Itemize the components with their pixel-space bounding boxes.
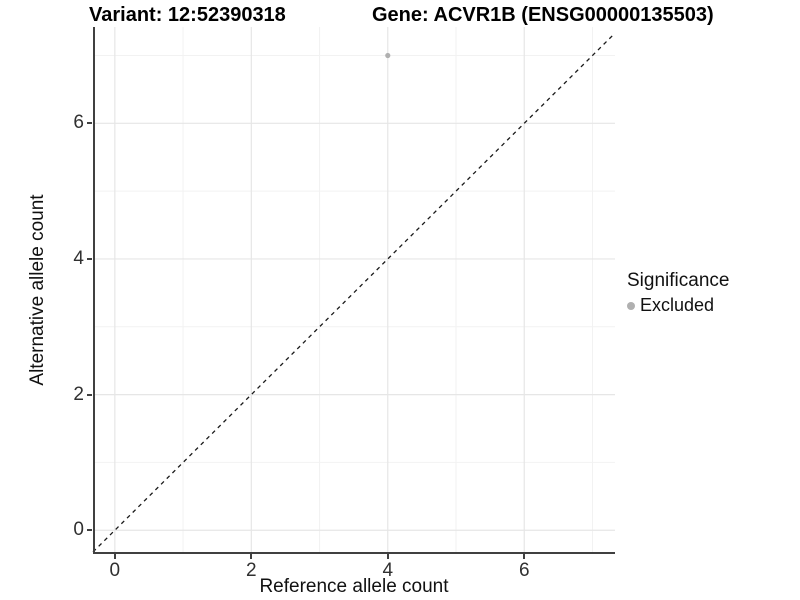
y-tick-mark — [87, 257, 92, 260]
x-tick-label: 2 — [246, 560, 257, 581]
legend-item: Excluded — [627, 295, 729, 316]
y-tick-mark — [87, 393, 92, 396]
x-tick-mark — [386, 554, 389, 559]
identity-reference-line — [92, 32, 616, 553]
x-tick-mark — [250, 554, 253, 559]
legend-title: Significance — [627, 270, 730, 291]
legend: Significance Excluded — [627, 270, 729, 316]
x-tick-mark — [523, 554, 526, 559]
plot-panel — [92, 27, 616, 554]
y-tick-label: 0 — [73, 519, 84, 541]
y-axis-title: Alternative allele count — [27, 194, 48, 386]
gene-title: Gene: ACVR1B (ENSG00000135503) — [372, 4, 714, 26]
x-tick-label: 0 — [109, 560, 121, 581]
legend-items: Excluded — [627, 295, 729, 316]
y-tick-label: 4 — [73, 247, 84, 269]
legend-point-icon — [627, 301, 635, 310]
x-axis-title: Reference allele count — [259, 576, 449, 597]
y-tick-label: 2 — [73, 383, 84, 405]
plot-canvas — [92, 27, 616, 554]
x-tick-label: 4 — [382, 560, 394, 581]
variant-title: Variant: 12:52390318 — [89, 4, 286, 26]
y-tick-mark — [87, 122, 92, 125]
legend-item-label: Excluded — [640, 295, 715, 315]
x-tick-mark — [113, 554, 116, 559]
y-tick-label: 6 — [73, 112, 84, 134]
y-tick-mark — [87, 529, 92, 532]
x-tick-label: 6 — [518, 560, 530, 581]
data-point — [385, 52, 391, 59]
